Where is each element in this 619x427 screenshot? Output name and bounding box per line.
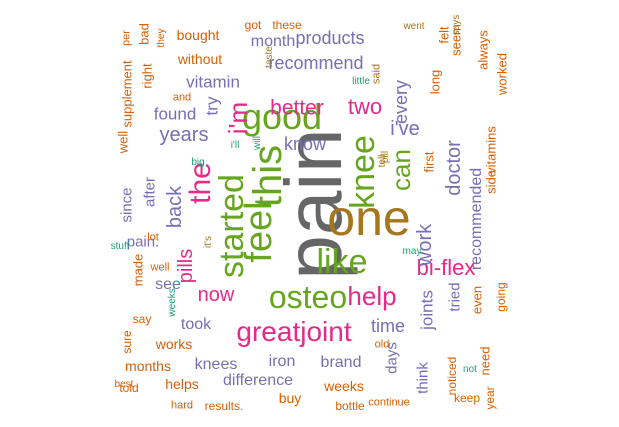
word-made: made — [130, 253, 146, 287]
word-results: results. — [204, 399, 244, 413]
word-difference: difference — [223, 372, 293, 389]
word-need: need — [477, 346, 493, 376]
word-this: this — [246, 144, 290, 208]
word-can: can — [386, 149, 416, 191]
word-going: going — [494, 282, 508, 312]
word-hard: hard — [170, 399, 194, 412]
word-vitamins: vitamins — [483, 126, 499, 174]
word-works: works — [155, 336, 193, 352]
word-weeks: weeks. — [167, 285, 178, 317]
word-work: work — [414, 223, 436, 267]
word-i-ll: i'll — [230, 140, 240, 151]
word-greatjoint: greatjoint — [236, 316, 352, 347]
word-good: good — [241, 96, 323, 137]
word-will: will — [252, 136, 263, 150]
word-buy: buy — [278, 390, 302, 406]
word-side: side — [483, 170, 499, 194]
word-even: even — [469, 285, 485, 315]
word-doctor: doctor — [443, 140, 465, 196]
word-may: may — [402, 246, 422, 257]
word-tried: tried — [446, 282, 464, 312]
word-years: years — [159, 124, 209, 146]
word-joints: joints — [417, 290, 437, 330]
word-since: since — [118, 187, 136, 223]
word-time: time — [370, 316, 406, 336]
word-i-m: i'm — [223, 101, 253, 135]
word-help: help — [347, 281, 397, 311]
word-every: every — [391, 79, 411, 125]
word-not: not — [463, 364, 477, 375]
word-the: the — [184, 162, 217, 204]
word-found: found — [153, 104, 197, 124]
word-see: see — [155, 276, 181, 293]
word-well: well — [150, 261, 170, 274]
word-first: first — [421, 151, 437, 173]
word-old: old — [374, 338, 390, 351]
word-said: said — [370, 63, 383, 85]
word-took: took — [180, 316, 212, 333]
word-sure: sure — [120, 330, 134, 354]
word-long: long — [427, 69, 443, 95]
word-bi-flex: bi-flex — [416, 255, 476, 280]
word-tell: tell — [377, 154, 388, 168]
word-knee: knee — [344, 135, 382, 209]
word-one: one — [327, 190, 411, 246]
word-month: month — [250, 33, 296, 50]
word-went: went — [403, 21, 425, 32]
word-vitamin: vitamin — [186, 72, 240, 92]
word-best: best — [114, 379, 134, 390]
word-iron: iron — [268, 353, 296, 370]
word-products: products — [295, 28, 365, 48]
word-weeks: weeks — [324, 378, 364, 394]
word-say: say — [132, 312, 152, 326]
word-back: back — [164, 185, 186, 229]
word-i-ve: i've — [390, 118, 420, 140]
word-bad: bad — [136, 23, 152, 45]
word-got: got — [244, 18, 262, 32]
word-little: little — [352, 76, 370, 87]
word-now: now — [197, 284, 235, 306]
word-helps: helps — [165, 376, 199, 392]
word-stuff: stuff — [110, 241, 130, 252]
word-think: think — [414, 362, 432, 394]
word-pain: pain. — [126, 233, 160, 251]
word-better: better — [270, 96, 324, 120]
word-and: and — [172, 91, 192, 104]
word-lot: lot — [147, 231, 159, 244]
word-after: after — [141, 176, 159, 208]
word-started: started — [213, 174, 251, 278]
word-brand: brand — [320, 354, 362, 371]
word-supplement: supplement — [119, 60, 135, 128]
word-they: they — [156, 28, 167, 48]
word-without: without — [177, 51, 223, 67]
word-like: like — [316, 243, 368, 281]
word-noticed: noticed — [445, 356, 459, 396]
word-worked: worked — [494, 53, 510, 95]
word-well: well — [115, 130, 131, 154]
word-taste: taste — [264, 46, 275, 68]
word-knees: knees — [194, 356, 238, 373]
word-big: big — [191, 157, 205, 168]
word-says: says — [451, 14, 462, 36]
word-bought: bought — [176, 27, 220, 43]
word-know: know — [283, 134, 327, 154]
word-osteo: osteo — [268, 279, 348, 315]
word-right: right — [139, 63, 155, 89]
word-year: year — [483, 386, 497, 410]
word-bottle: bottle — [335, 399, 365, 413]
word-months: months — [125, 358, 171, 374]
word-told: told — [119, 381, 139, 395]
word-two: two — [347, 94, 383, 119]
word-recommend: recommend — [268, 53, 364, 73]
word-these: these — [272, 18, 302, 32]
word-continue: continue — [368, 396, 410, 409]
word-always: always — [475, 30, 491, 70]
word-try: try — [202, 96, 222, 116]
word-it-s: it's — [203, 236, 214, 248]
word-keep: keep — [453, 391, 481, 405]
word-per: per — [120, 30, 133, 46]
